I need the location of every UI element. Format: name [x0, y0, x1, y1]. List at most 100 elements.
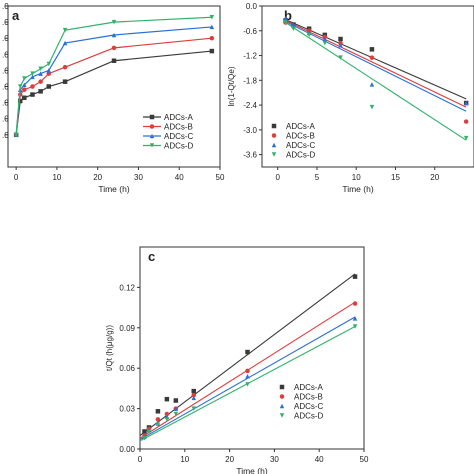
- data-point: [111, 19, 117, 25]
- x-axis-label: Time (h): [98, 184, 129, 194]
- data-point: [164, 417, 170, 422]
- chart-panel-c: c 0 10 20 30 40 50 0.00 0.03 0.06 0.09 0.12 Time (h)…: [105, 246, 369, 474]
- data-point: [22, 87, 27, 92]
- data-point: [17, 84, 23, 89]
- legend-marker: [271, 152, 277, 157]
- legend-marker: [271, 142, 277, 148]
- data-point: [173, 406, 179, 411]
- y-tick-label: -0.6: [243, 27, 257, 36]
- legend-marker: [271, 123, 277, 129]
- legend-marker: [149, 114, 155, 120]
- data-point: [209, 48, 215, 54]
- x-tick-label: 50: [216, 173, 225, 182]
- fit-line: [285, 19, 467, 100]
- plot-frame: [261, 5, 474, 168]
- x-tick-label: 50: [360, 455, 369, 464]
- legend-label: ADCs-A: [294, 383, 324, 392]
- y-tick-label: .0: [2, 66, 9, 75]
- series-ADCs-D: ADCs-D: [271, 20, 469, 160]
- y-tick-label: .0: [2, 18, 9, 27]
- data-point: [62, 40, 68, 46]
- data-point: [30, 71, 35, 76]
- y-tick-label: -2.4: [243, 101, 257, 110]
- legend-label: ADCs-B: [294, 393, 323, 402]
- data-point: [173, 398, 179, 403]
- data-point: [111, 58, 117, 63]
- data-point: [369, 82, 375, 87]
- data-point: [22, 76, 27, 81]
- chart-panel-a: a 0 10 20 30 40 50 .0 .0 .0 .0 .0 .0 .0 .0 .0 Time (h) AD…: [2, 2, 225, 194]
- x-tick-label: 20: [430, 173, 439, 182]
- fit-line: [285, 19, 467, 108]
- data-point: [62, 79, 68, 84]
- y-tick-label: .0: [2, 115, 9, 124]
- x-tick-label: 40: [175, 173, 184, 182]
- data-point: [46, 68, 52, 73]
- data-point: [283, 20, 288, 25]
- data-point: [155, 409, 161, 414]
- data-point: [22, 82, 27, 88]
- data-point: [30, 84, 35, 89]
- x-tick-label: 0: [275, 173, 280, 182]
- legend-label: ADCs-B: [286, 132, 315, 141]
- data-point: [146, 429, 152, 434]
- data-point: [38, 71, 43, 76]
- data-point: [111, 32, 117, 38]
- x-tick-label: 10: [180, 455, 189, 464]
- data-point: [38, 66, 43, 72]
- data-point: [209, 15, 215, 20]
- legend-marker: [279, 403, 285, 409]
- y-tick-label: .0: [2, 34, 9, 43]
- data-point: [209, 24, 215, 30]
- legend-marker: [149, 133, 155, 139]
- legend-marker: [271, 133, 277, 138]
- legend-label: ADCs-C: [294, 402, 324, 411]
- data-point: [155, 417, 161, 422]
- series-ADCs-D: ADCs-D: [139, 324, 358, 442]
- x-tick-label: 20: [93, 173, 102, 182]
- data-point: [173, 411, 179, 417]
- series-ADCs-C: ADCs-C: [271, 16, 469, 150]
- data-point: [30, 74, 35, 80]
- data-point: [463, 100, 469, 106]
- data-point: [46, 84, 52, 89]
- data-point: [463, 135, 469, 141]
- legend-marker: [149, 124, 155, 129]
- legend-label: ADCs-A: [286, 122, 316, 131]
- x-tick-label: 30: [270, 455, 279, 464]
- data-point: [62, 64, 68, 70]
- y-tick-label: -1.8: [243, 76, 257, 85]
- data-point: [17, 98, 23, 104]
- data-point: [111, 45, 117, 51]
- series-ADCs-A: ADCs-A: [139, 273, 358, 436]
- x-axis-label: Time (h): [236, 466, 267, 474]
- data-point: [338, 42, 343, 48]
- data-point: [22, 95, 27, 101]
- series-ADCs-D: ADCs-D: [13, 15, 215, 151]
- data-point: [46, 61, 52, 67]
- data-point: [191, 395, 197, 401]
- legend-marker: [279, 394, 285, 399]
- legend-label: ADCs-D: [164, 142, 194, 151]
- data-point: [62, 27, 68, 33]
- data-point: [191, 388, 197, 394]
- data-point: [142, 429, 147, 434]
- fit-line: [285, 21, 467, 112]
- legend-marker: [279, 413, 285, 418]
- legend-label: ADCs-A: [164, 113, 194, 122]
- series-ADCs-A: ADCs-A: [271, 18, 469, 131]
- x-tick-label: 10: [52, 173, 61, 182]
- series-ADCs-C: ADCs-C: [139, 316, 358, 441]
- data-point: [245, 374, 250, 379]
- legend-label: ADCs-B: [164, 123, 193, 132]
- y-tick-label: .0: [2, 131, 9, 140]
- fit-line: [285, 22, 467, 141]
- data-point: [283, 16, 288, 21]
- chart-panel-b: b 0 5 10 15 20 0.0 -0.6 -1.2 -1.8 -2.4 -3.0 -3.6 Time…: [227, 2, 474, 194]
- y-tick-label: 0.0: [246, 2, 258, 11]
- data-point: [338, 55, 343, 60]
- data-point: [209, 35, 215, 41]
- data-point: [245, 349, 250, 355]
- legend-marker: [149, 143, 155, 148]
